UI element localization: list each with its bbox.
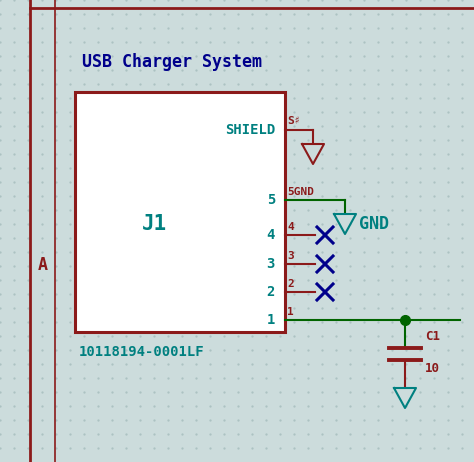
Text: 1: 1 <box>266 313 275 327</box>
Text: SHIELD: SHIELD <box>225 123 275 137</box>
Polygon shape <box>334 214 356 234</box>
Text: 5GND: 5GND <box>287 187 314 197</box>
Text: A: A <box>38 256 48 274</box>
Text: 1: 1 <box>287 307 294 317</box>
Bar <box>75 92 285 332</box>
Text: J1: J1 <box>142 214 167 234</box>
Text: USB Charger System: USB Charger System <box>82 53 262 71</box>
Text: GND: GND <box>359 215 389 233</box>
Text: 10118194-0001LF: 10118194-0001LF <box>79 345 205 359</box>
Text: 5: 5 <box>266 193 275 207</box>
Text: C1: C1 <box>425 330 440 343</box>
Text: 3: 3 <box>266 257 275 271</box>
Text: 2: 2 <box>266 285 275 299</box>
Text: 4: 4 <box>287 222 294 232</box>
Text: 2: 2 <box>287 279 294 289</box>
Text: 4: 4 <box>266 228 275 242</box>
Polygon shape <box>394 388 416 408</box>
Polygon shape <box>302 144 324 164</box>
Text: 3: 3 <box>287 251 294 261</box>
Text: S♯: S♯ <box>287 116 301 126</box>
Text: 10: 10 <box>425 362 440 375</box>
